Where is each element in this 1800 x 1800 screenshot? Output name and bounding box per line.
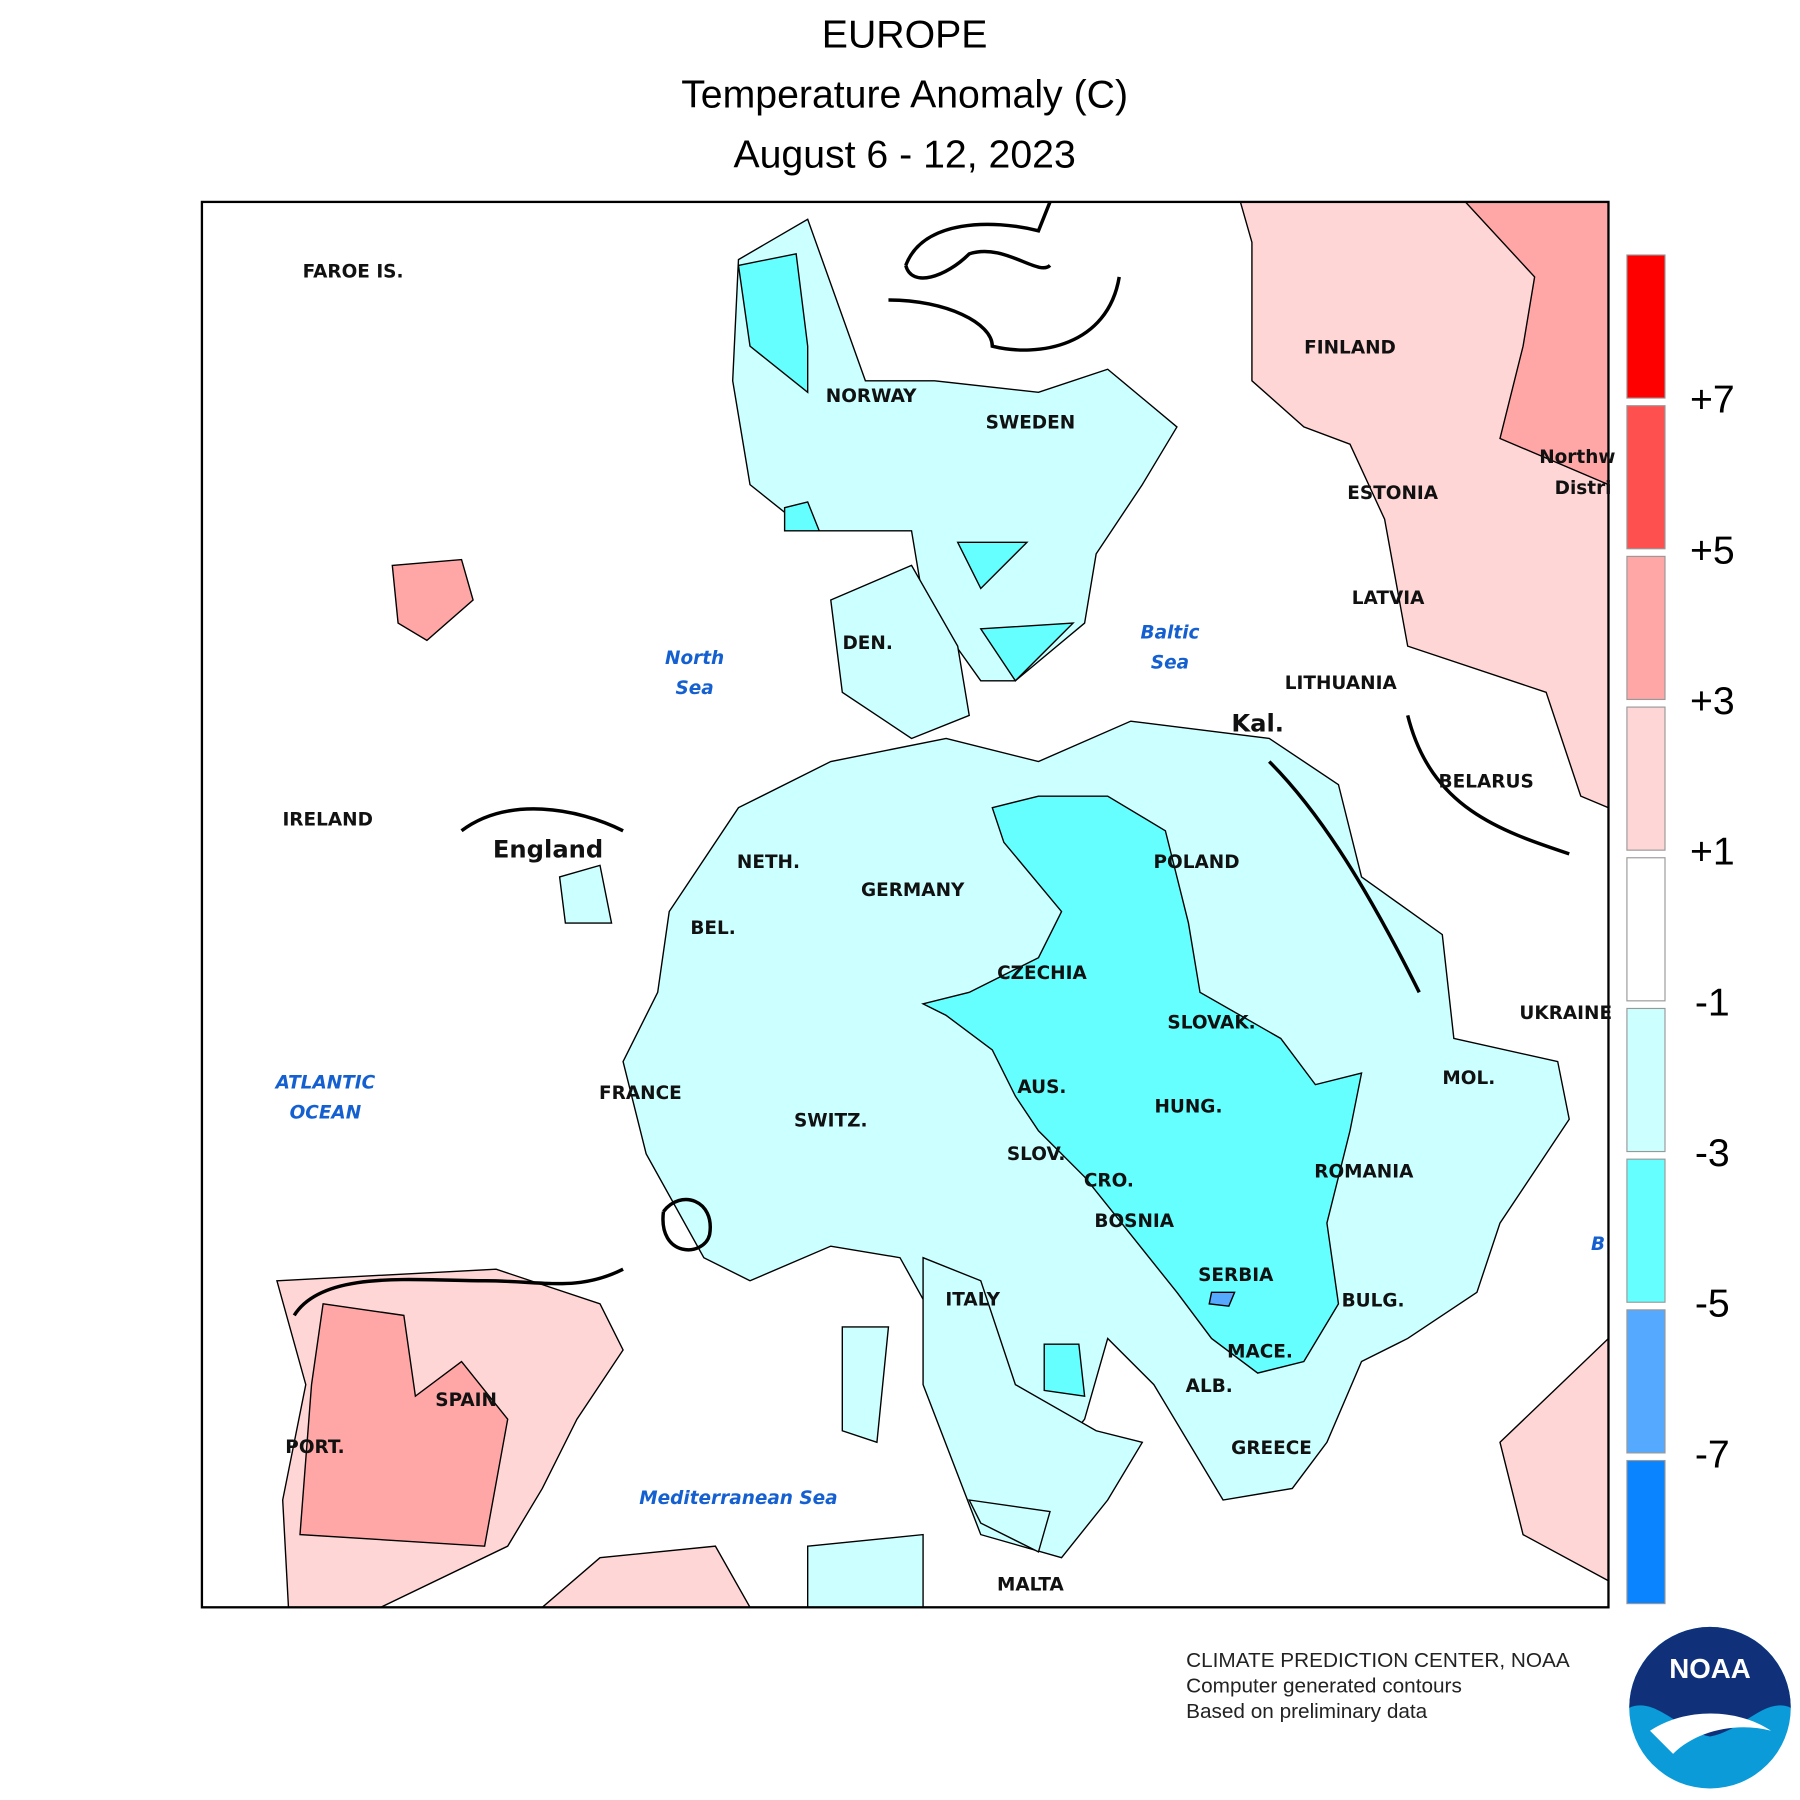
place-label: SWITZ. — [794, 1111, 868, 1132]
place-label: GREECE — [1231, 1438, 1312, 1459]
legend-swatch — [1626, 1158, 1666, 1303]
title: EUROPE — [822, 12, 988, 56]
legend-swatch — [1626, 1309, 1666, 1454]
date: August 6 - 12, 2023 — [733, 132, 1075, 176]
place-label: SERBIA — [1198, 1265, 1274, 1286]
sea-label: ATLANTIC — [274, 1072, 376, 1093]
place-label: DEN. — [842, 633, 892, 654]
sea-label: Mediterranean Sea — [639, 1488, 837, 1509]
map-frame — [200, 200, 1610, 1609]
legend-label: -5 — [1695, 1282, 1730, 1326]
place-label: SLOVAK. — [1167, 1012, 1255, 1033]
legend-swatch — [1626, 405, 1666, 550]
place-label: LITHUANIA — [1285, 673, 1398, 694]
legend-swatch — [1626, 857, 1666, 1002]
place-label: NETH. — [737, 852, 800, 873]
subtitle: Temperature Anomaly (C) — [681, 72, 1128, 116]
legend-swatch — [1626, 706, 1666, 851]
legend-swatch — [1626, 1459, 1666, 1605]
place-label: FINLAND — [1304, 337, 1396, 358]
place-label: Distri — [1555, 478, 1612, 499]
place-label: UKRAINE — [1519, 1003, 1612, 1024]
place-label: SLOV. — [1007, 1144, 1066, 1165]
place-label: PORT. — [285, 1437, 344, 1458]
place-label: SWEDEN — [986, 412, 1076, 433]
legend-swatch — [1626, 1007, 1666, 1153]
place-label: AUS. — [1017, 1077, 1066, 1098]
noaa-logo: NOAA — [1629, 1626, 1791, 1789]
legend-swatch — [1626, 555, 1666, 701]
place-label: IRELAND — [282, 809, 372, 830]
place-label: Kal. — [1231, 710, 1284, 738]
place-label: MACE. — [1227, 1341, 1293, 1362]
place-label: SPAIN — [435, 1390, 497, 1411]
place-label: BEL. — [690, 918, 735, 939]
credit-line: Computer generated contours — [1186, 1674, 1462, 1697]
legend-swatch — [1626, 254, 1666, 399]
place-label: NORWAY — [826, 386, 917, 407]
credit-line: CLIMATE PREDICTION CENTER, NOAA — [1186, 1649, 1570, 1672]
place-label: HUNG. — [1154, 1097, 1222, 1118]
place-label: ALB. — [1186, 1376, 1233, 1397]
credit-line: Based on preliminary data — [1186, 1700, 1428, 1723]
place-label: Northw — [1539, 447, 1615, 468]
legend-label: -1 — [1695, 980, 1730, 1024]
place-label: GERMANY — [861, 880, 965, 901]
logo-text: NOAA — [1669, 1653, 1751, 1684]
sea-label: North — [665, 648, 724, 669]
legend-label: +5 — [1690, 528, 1735, 572]
legend-label: +1 — [1690, 830, 1735, 874]
sea-label: Sea — [1151, 652, 1189, 673]
place-label: FAROE IS. — [303, 261, 404, 282]
legend-label: +7 — [1690, 378, 1735, 422]
place-label: CZECHIA — [997, 963, 1087, 984]
sea-label: Sea — [675, 678, 713, 699]
legend: +7 +5 +3 +1 -1 -3 -5 -7 — [1626, 254, 1735, 1605]
place-label: FRANCE — [599, 1083, 682, 1104]
place-label: ROMANIA — [1314, 1161, 1414, 1182]
place-label: BELARUS — [1439, 771, 1534, 792]
place-label: BOSNIA — [1094, 1211, 1174, 1232]
place-label: CRO. — [1084, 1171, 1134, 1192]
legend-label: -7 — [1695, 1432, 1730, 1476]
place-label: England — [493, 835, 603, 863]
map — [201, 201, 1609, 1608]
sea-label: OCEAN — [290, 1102, 362, 1123]
legend-label: -3 — [1695, 1131, 1730, 1175]
sea-label: B — [1591, 1234, 1605, 1255]
place-label: ESTONIA — [1347, 483, 1438, 504]
place-label: BULG. — [1342, 1291, 1405, 1312]
place-label: POLAND — [1154, 852, 1240, 873]
place-label: ITALY — [945, 1289, 1000, 1310]
legend-label: +3 — [1690, 679, 1735, 723]
credits: CLIMATE PREDICTION CENTER, NOAAComputer … — [1186, 1649, 1570, 1723]
map-labels: FAROE IS. NORWAY SWEDEN FINLAND Northw Distri… — [274, 261, 1616, 1595]
place-label: MALTA — [997, 1574, 1065, 1595]
place-label: MOL. — [1442, 1068, 1495, 1089]
place-label: LATVIA — [1352, 588, 1425, 609]
sea-label: Baltic — [1141, 622, 1200, 643]
